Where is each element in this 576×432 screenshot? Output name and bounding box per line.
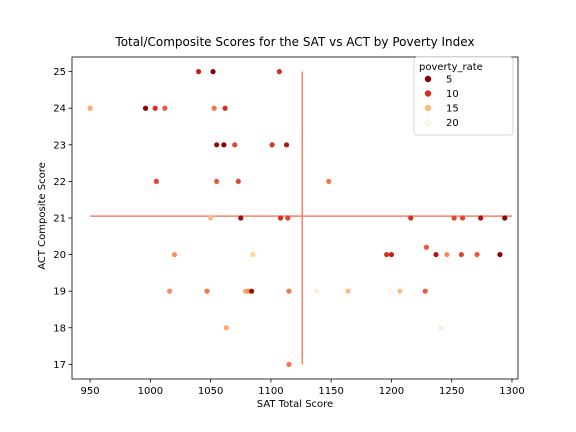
data-point [208,215,214,221]
data-point [497,251,503,258]
data-point [444,251,450,258]
data-point [326,178,332,185]
data-point [167,288,173,294]
mean-lines [90,71,512,365]
y-tick-label: 25 [53,67,66,78]
data-point [286,288,292,294]
data-point [142,105,149,111]
legend-marker [424,75,432,83]
y-tick-label: 21 [53,214,66,225]
legend-label: 10 [446,89,459,100]
data-point [269,142,275,148]
data-point [438,325,444,331]
x-tick-label: 1050 [198,386,223,397]
data-point [478,215,484,221]
x-tick-label: 1200 [379,386,404,397]
x-tick-label: 1300 [499,386,524,397]
y-tick-label: 20 [53,250,66,261]
data-point [408,215,414,221]
legend-label: 5 [446,75,452,86]
x-tick-label: 950 [81,386,100,397]
y-tick-label: 17 [53,360,66,371]
data-point [423,244,429,250]
data-points [87,69,508,367]
data-point [214,178,220,185]
x-axis-label: SAT Total Score [257,399,333,410]
data-point [388,288,395,294]
data-point [397,288,403,294]
data-point [221,142,227,148]
data-point [384,251,390,258]
data-point [276,69,282,75]
legend-label: 20 [446,118,459,129]
x-axis-ticks: 950 1000 1050 1100 1150 1200 1250 1300 [81,379,525,397]
data-point [459,215,466,221]
y-tick-label: 19 [53,287,66,298]
y-tick-label: 18 [53,323,66,334]
data-point [277,215,284,221]
data-point [171,251,178,258]
legend-label: 15 [446,104,459,115]
x-tick-label: 1150 [318,386,343,397]
legend-marker [424,90,432,97]
data-point [223,325,229,331]
legend-title: poverty_rate [419,62,483,73]
data-point [162,105,168,111]
data-point [250,251,256,258]
y-tick-label: 22 [53,177,66,188]
data-point [286,361,292,367]
x-tick-label: 1100 [258,386,283,397]
x-tick-label: 1000 [138,386,163,397]
y-tick-label: 23 [53,140,66,151]
legend-box [413,56,514,136]
data-point [502,215,508,221]
legend-marker [424,104,432,112]
data-point [422,288,428,294]
chart-title: Total/Composite Scores for the SAT vs AC… [114,35,474,49]
legend-marker [424,119,432,126]
data-point [210,69,216,75]
y-axis-label: ACT Composite Score [37,162,48,270]
data-point [245,288,251,294]
data-point [153,178,159,185]
data-point [451,215,457,221]
data-point [345,288,351,294]
data-point [285,215,291,221]
data-point [283,142,290,148]
data-point [222,105,228,111]
data-point [211,105,217,111]
x-tick-label: 1250 [439,386,464,397]
data-point [474,251,480,258]
data-point [235,178,241,185]
data-point [433,251,439,258]
data-point [87,105,93,111]
data-point [232,142,238,148]
y-axis-ticks: 17 18 19 20 21 22 23 24 25 [53,67,72,371]
y-tick-label: 24 [53,104,66,115]
data-point [195,69,202,75]
data-point [458,251,464,258]
data-point [214,142,220,148]
data-point [238,215,244,221]
data-point [152,105,158,111]
data-point [388,251,395,258]
data-point [204,288,210,294]
data-point [249,288,255,294]
legend: poverty_rate 5 10 15 20 [413,56,514,136]
data-point [314,288,320,294]
